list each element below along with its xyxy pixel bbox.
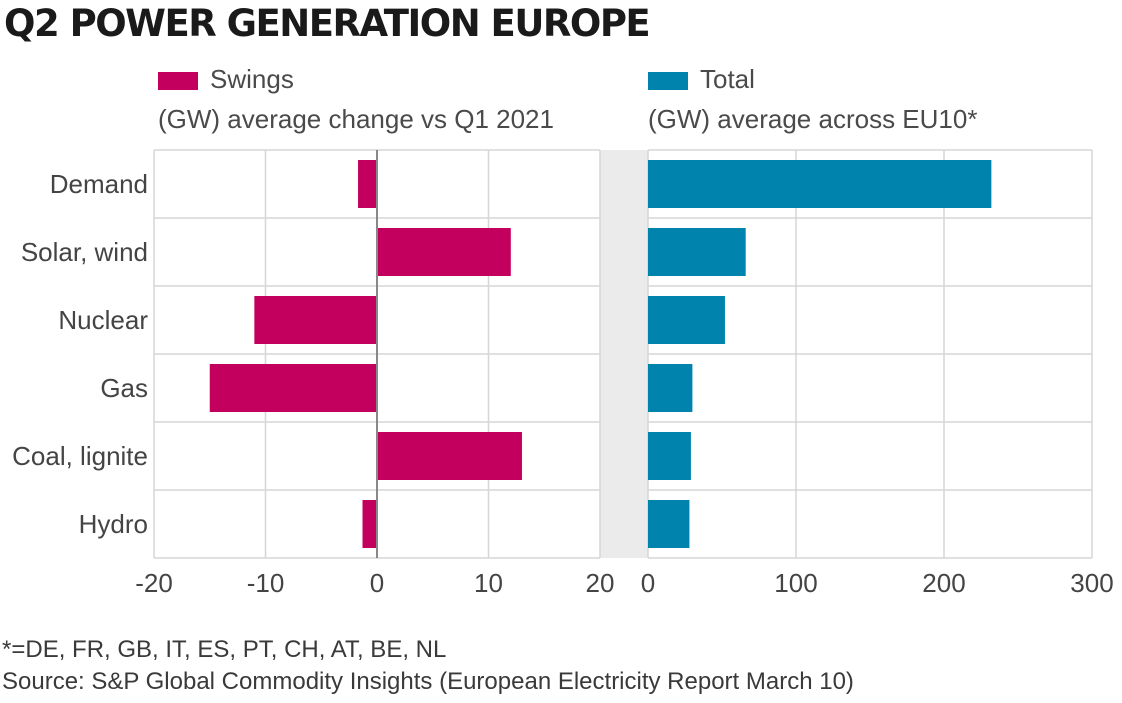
legend-label-total: Total: [700, 64, 755, 94]
legend-swatch-swings: [158, 72, 198, 90]
total-bar: [648, 160, 992, 208]
swings-bar: [209, 364, 377, 412]
category-label: Gas: [100, 373, 148, 403]
total-bar: [648, 500, 690, 548]
chart-title: Q2 POWER GENERATION EUROPE: [4, 2, 651, 45]
swings-bar: [254, 296, 377, 344]
total-bar: [648, 364, 693, 412]
total-x-tick-label: 100: [774, 568, 817, 598]
swings-x-tick-label: 0: [370, 568, 384, 598]
category-label: Nuclear: [58, 305, 148, 335]
panel-gap: [600, 150, 648, 558]
swings-x-tick-label: -10: [247, 568, 285, 598]
total-bar: [648, 432, 691, 480]
legend-swatch-total: [648, 72, 688, 90]
category-label: Solar, wind: [21, 237, 148, 267]
footnote-countries: *=DE, FR, GB, IT, ES, PT, CH, AT, BE, NL: [2, 636, 447, 663]
total-x-tick-label: 300: [1070, 568, 1113, 598]
category-label: Coal, lignite: [12, 441, 148, 471]
total-x-tick-label: 200: [922, 568, 965, 598]
total-bar: [648, 296, 725, 344]
swings-bar: [377, 432, 522, 480]
swings-x-tick-label: 10: [474, 568, 503, 598]
total-bar: [648, 228, 746, 276]
category-label: Hydro: [79, 509, 148, 539]
subtitle-total: (GW) average across EU10*: [648, 104, 978, 134]
total-x-tick-label: 0: [641, 568, 655, 598]
swings-bar: [377, 228, 511, 276]
swings-bar: [362, 500, 377, 548]
subtitle-swings: (GW) average change vs Q1 2021: [158, 104, 554, 134]
swings-x-tick-label: 20: [586, 568, 615, 598]
legend-label-swings: Swings: [210, 64, 294, 94]
swings-x-tick-label: -20: [135, 568, 173, 598]
category-label: Demand: [50, 169, 148, 199]
footnote-source: Source: S&P Global Commodity Insights (E…: [2, 668, 854, 695]
swings-bar: [358, 160, 377, 208]
